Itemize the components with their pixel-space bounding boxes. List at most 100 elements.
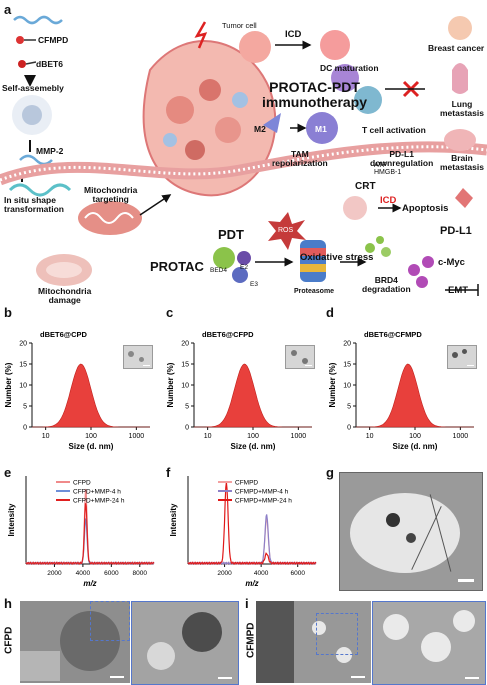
panel-label-f: f [166,465,171,480]
ms-series-line [187,514,317,566]
y-tick-label: 20 [181,341,189,348]
y-tick-label: 0 [23,425,27,432]
label-dc-maturation: DC maturation [320,63,379,73]
x-axis-label: m/z [245,579,258,588]
y-axis-label: Number (%) [4,362,13,407]
legend-label: CFPD+MMP-4 h [73,489,121,496]
x-axis-label: m/z [83,579,96,588]
proteasome-shape [300,240,326,282]
x-tick-label: 10 [42,433,50,440]
x-tick-label: 2000 [217,570,232,577]
label-mito-targeting: Mitochondria targeting [84,185,138,204]
y-tick-label: 5 [347,404,351,411]
legend-label: CFMPD+MMP-24 h [235,498,292,505]
panel-label-a: a [4,2,12,17]
micelle [12,95,52,135]
y-tick-label: 20 [343,341,351,348]
x-tick-label: 1000 [453,433,469,440]
x-tick-label: 100 [85,433,97,440]
label-self-assembly: Self-assemebly [2,83,64,93]
label-mito-damage: Mitochondria damage [38,286,92,305]
y-axis-label: Number (%) [328,362,337,407]
panel-label-c: c [166,305,174,320]
tem-image-g [339,472,483,591]
damaged-mitochondria [36,254,92,286]
ms-series-line [187,517,317,566]
ms-series-line [25,518,155,566]
tem-inset-c [285,345,315,369]
label-c-myc: c-Myc [438,257,465,268]
label-m2: M2 [254,124,266,134]
panel-label-g: g [326,465,334,480]
dls-chart-d: dBET6@CFMPD 0 5 10 15 20 10 100 1000 Size (d. nm)… [328,330,474,451]
label-crt: CRT [355,181,376,192]
y-axis-label: Intensity [7,503,16,536]
y-tick-label: 15 [343,362,351,369]
y-tick-label: 10 [181,383,189,390]
panel-label-d: d [326,305,334,320]
dls-distribution-area [32,363,150,428]
x-axis-label: Size (d. nm) [69,442,114,451]
y-axis-label: Number (%) [166,362,175,407]
dls-distribution-area [194,363,312,428]
dls-distribution-area [356,363,474,428]
label-pd-l1-downregulation: PD-L1 downregulation [370,149,434,168]
x-tick-label: 10 [204,433,212,440]
tem-label-h: CFPD [3,626,15,654]
y-tick-label: 10 [343,383,351,390]
label-apoptosis: Apoptosis [402,203,449,214]
label-proteasome: Proteasome [294,288,335,295]
label-mmp2: MMP-2 [36,146,64,156]
mitochondria [78,201,142,235]
x-tick-label: 4000 [76,570,91,577]
tem-image-h-zoom [131,601,239,685]
label-oxidative-stress: Oxidative stress [300,252,374,263]
label-icd-mid: ICD [380,195,397,206]
label-icd-top: ICD [285,29,302,40]
dls-title: dBET6@CPD [40,330,87,339]
ms-chart-e: 2000 4000 6000 8000 CFPD CFPD+MMP-4 h CFPD+MMP… [7,476,155,588]
label-tumor-cell: Tumor cell [222,21,257,30]
legend-label: CFPD+MMP-24 h [73,498,125,505]
tumor-tissue [142,40,277,197]
ms-series-line [25,503,155,566]
dls-chart-c: dBET6@CFPD 0 5 10 15 20 10 100 1000 Size (d. nm) N… [166,330,312,451]
x-tick-label: 1000 [129,433,145,440]
label-pdt: PDT [218,227,244,242]
tem-image-h-overview [20,601,130,683]
label-brd4-degradation: BRD4 degradation [362,275,411,294]
x-axis-label: Size (d. nm) [393,442,438,451]
panel-a: a [0,0,487,304]
x-tick-label: 100 [409,433,421,440]
label-emt: EMT [448,285,469,296]
y-tick-label: 10 [19,383,27,390]
panel-label-i: i [245,596,249,611]
dls-title: dBET6@CFPD [202,330,254,339]
x-tick-label: 8000 [133,570,148,577]
label-tam-repolarization: TAM repolarization [272,149,328,168]
label-cfmpd: CFMPD [38,35,69,45]
x-tick-label: 2000 [47,570,62,577]
legend-label: CFMPD [235,480,258,487]
x-tick-label: 100 [247,433,259,440]
dls-title: dBET6@CFMPD [364,330,422,339]
label-in-situ: In situ shape transformation [4,195,64,214]
y-tick-label: 20 [19,341,27,348]
dls-chart-b: dBET6@CPD 0 5 10 15 20 10 100 1000 Size (d. nm) Nu… [4,330,150,451]
ms-series-line [187,482,317,566]
y-tick-label: 0 [347,425,351,432]
label-breast-cancer: Breast cancer [428,43,485,53]
label-bed4: BED4 [210,267,227,274]
y-tick-label: 0 [185,425,189,432]
label-e3: E3 [250,281,258,288]
label-protac-pdt: PROTAC-PDT immunotherapy [262,79,368,110]
y-tick-label: 15 [181,362,189,369]
label-ros: ROS [278,227,294,234]
label-protac: PROTAC [150,259,204,274]
y-tick-label: 5 [185,404,189,411]
x-tick-label: 1000 [291,433,307,440]
label-m1: M1 [315,124,327,134]
x-tick-label: 4000 [254,570,269,577]
label-lung-metastasis: Lung metastasis [440,99,484,118]
y-tick-label: 15 [19,362,27,369]
